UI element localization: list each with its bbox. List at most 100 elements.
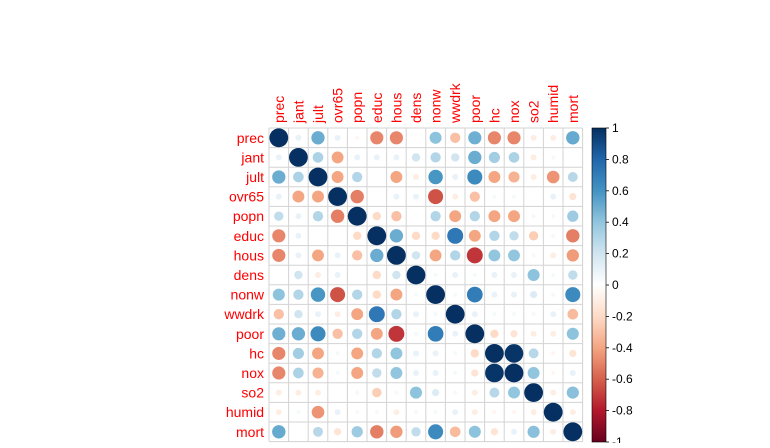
corr-circle-humid-ovr65: [334, 409, 341, 416]
corr-circle-dens-hous: [392, 270, 401, 280]
corr-circle-so2-popn: [355, 390, 360, 395]
corr-circle-wwdrk-dens: [413, 311, 419, 318]
corr-circle-jant-jant: [289, 148, 308, 167]
corr-circle-popn-jant: [295, 213, 302, 220]
corr-circle-wwdrk-educ: [368, 306, 385, 323]
row-label-nonw: nonw: [231, 287, 265, 303]
corr-circle-prec-wwdrk: [450, 132, 461, 143]
corr-circle-jult-nox: [508, 171, 520, 183]
corr-circle-prec-nonw: [429, 131, 442, 144]
corr-circle-nonw-hc: [491, 291, 498, 298]
colorbar-tick-label: 0.8: [612, 152, 629, 166]
corr-circle-mort-nox: [511, 428, 517, 435]
colorbar-tick-label: -0.4: [612, 341, 633, 355]
corr-circle-educ-nox: [509, 231, 519, 241]
corr-circle-nonw-humid: [551, 292, 556, 297]
corr-circle-hc-prec: [272, 346, 286, 360]
corr-circle-hous-humid: [550, 252, 557, 259]
corr-circle-so2-poor: [471, 389, 478, 396]
corr-circle-mort-so2: [527, 425, 540, 438]
corr-circle-dens-dens: [406, 265, 426, 285]
corr-circle-popn-humid: [551, 214, 556, 219]
corr-circle-so2-nonw: [431, 388, 440, 397]
corr-circle-dens-so2: [527, 268, 540, 282]
row-label-humid: humid: [226, 404, 264, 420]
corr-circle-ovr65-nonw: [428, 189, 444, 205]
colorbar-tick-label: -0.6: [612, 372, 633, 386]
corr-circle-ovr65-mort: [569, 192, 577, 201]
column-label-educ: educ: [369, 93, 385, 123]
corr-circle-jant-humid: [551, 155, 556, 160]
corr-circle-nox-nonw: [432, 370, 439, 376]
corr-circle-humid-jult: [311, 405, 325, 419]
row-label-poor: poor: [236, 326, 264, 342]
corr-circle-so2-mort: [566, 386, 579, 399]
corr-circle-nox-jult: [312, 367, 324, 379]
corr-circle-mort-humid: [550, 428, 557, 435]
corr-circle-dens-jult: [315, 272, 321, 278]
corr-circle-ovr65-dens: [413, 193, 419, 200]
column-label-humid: humid: [545, 85, 561, 123]
corr-circle-mort-hous: [390, 425, 403, 438]
corr-circle-mort-popn: [351, 426, 363, 438]
corr-circle-humid-wwdrk: [452, 409, 459, 416]
corr-circle-so2-educ: [372, 387, 382, 398]
corr-circle-dens-poor: [472, 272, 477, 278]
column-label-prec: prec: [271, 96, 287, 123]
row-label-popn: popn: [233, 208, 264, 224]
corr-circle-wwdrk-hc: [492, 312, 497, 317]
corr-circle-prec-hous: [389, 131, 403, 145]
corr-circle-hous-hous: [387, 246, 406, 265]
corr-circle-jant-educ: [373, 154, 380, 161]
corr-circle-educ-hous: [389, 229, 404, 243]
corr-circle-hc-popn: [351, 347, 364, 360]
corr-circle-poor-dens: [413, 331, 419, 336]
corr-circle-humid-hc: [492, 410, 497, 415]
corr-circle-prec-jant: [295, 134, 302, 141]
corr-circle-jult-popn: [352, 171, 363, 183]
corr-circle-humid-humid: [543, 402, 563, 422]
corr-circle-jult-nonw: [428, 169, 443, 185]
corr-circle-jant-hc: [488, 151, 500, 163]
row-label-wwdrk: wwdrk: [223, 306, 265, 322]
corr-circle-hous-jult: [312, 249, 324, 262]
corr-circle-jant-popn: [354, 154, 361, 161]
corr-circle-dens-nonw: [433, 272, 438, 278]
corr-circle-jult-poor: [467, 169, 483, 185]
colorbar-tick-label: 0.2: [612, 247, 629, 261]
corr-circle-poor-so2: [530, 330, 537, 337]
corr-circle-wwdrk-humid: [550, 311, 557, 318]
column-labels: prec jant jult ovr65 popn educ hous dens nonw wwd…: [271, 82, 581, 124]
corr-circle-jant-nox: [508, 152, 520, 163]
corr-circle-jant-ovr65: [331, 151, 344, 164]
corr-circle-popn-nonw: [430, 211, 441, 222]
corr-circle-prec-nox: [507, 131, 521, 145]
corr-circle-jant-wwdrk: [451, 153, 460, 162]
corr-circle-educ-poor: [468, 229, 481, 242]
row-label-mort: mort: [236, 424, 264, 440]
corr-circle-nonw-hous: [390, 288, 403, 301]
corr-circle-educ-prec: [272, 229, 286, 243]
corr-circle-ovr65-hous: [393, 193, 400, 200]
corr-circle-prec-so2: [530, 134, 537, 141]
corr-circle-ovr65-popn: [350, 189, 364, 204]
corr-circle-popn-poor: [469, 211, 480, 222]
corr-circle-jant-nonw: [430, 152, 441, 163]
corr-circle-dens-ovr65: [334, 272, 341, 278]
corr-circle-poor-poor: [465, 324, 485, 344]
corr-circle-ovr65-wwdrk: [452, 193, 459, 200]
row-label-educ: educ: [234, 228, 264, 244]
corr-circle-hc-mort: [569, 349, 577, 358]
corr-circle-ovr65-prec: [275, 193, 282, 200]
corr-circle-nonw-prec: [272, 288, 285, 301]
corr-circle-jult-prec: [272, 170, 286, 184]
corr-circle-humid-educ: [374, 410, 379, 415]
circle-layer: [269, 128, 583, 442]
corr-circle-hc-nox: [504, 344, 524, 363]
corr-circle-nox-popn: [351, 367, 364, 379]
corr-circle-nox-dens: [413, 370, 419, 376]
corr-circle-prec-mort: [566, 131, 580, 145]
corr-circle-nonw-dens: [413, 292, 419, 297]
corr-circle-hous-so2: [531, 253, 536, 258]
